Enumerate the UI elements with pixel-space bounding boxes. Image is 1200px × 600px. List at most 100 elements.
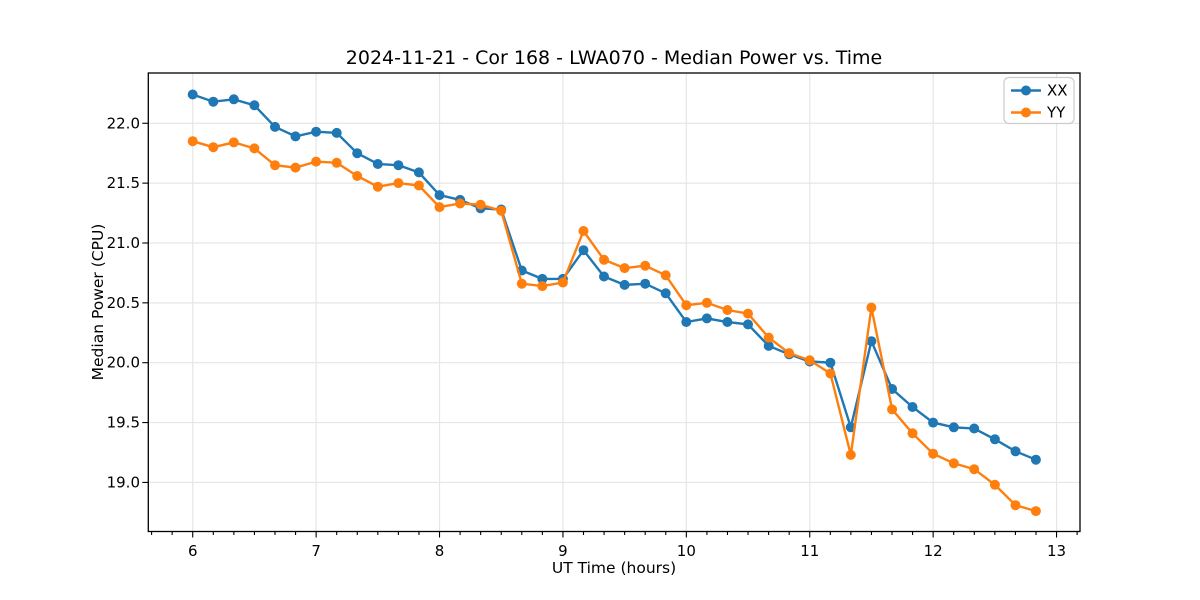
series-XX-marker: [208, 96, 219, 107]
series-YY-marker: [640, 260, 651, 271]
axis-ticks: [142, 122, 1078, 538]
series-YY-marker: [619, 263, 630, 274]
series-YY-marker: [948, 458, 959, 469]
series-YY-marker: [393, 178, 404, 189]
series-XX-marker: [928, 417, 939, 428]
series-XX-marker: [989, 434, 1000, 445]
series-XX-marker: [743, 319, 753, 330]
series-YY-marker: [928, 448, 939, 459]
series-XX-marker: [187, 89, 198, 100]
series-XX-marker: [907, 402, 918, 412]
series-XX-marker: [619, 279, 630, 290]
series-YY-marker: [352, 171, 363, 181]
series-YY-marker: [578, 226, 589, 236]
series-XX-marker: [311, 126, 322, 137]
series-XX-marker: [270, 121, 280, 132]
series-YY-marker: [208, 142, 219, 153]
series-YY-marker: [989, 479, 1000, 490]
series-YY-marker: [804, 355, 815, 366]
y-tick-label: 19.0: [107, 473, 140, 491]
y-tick-label: 20.5: [107, 294, 140, 312]
legend-label: XX: [1047, 82, 1068, 100]
series-YY-marker: [969, 464, 980, 475]
series-XX-marker: [969, 423, 980, 434]
series-XX-marker: [331, 127, 342, 138]
series-XX-marker: [722, 317, 733, 327]
series-XX-marker: [866, 336, 877, 347]
series-XX-marker: [1010, 446, 1021, 457]
x-tick-label: 13: [1047, 542, 1066, 560]
x-tick-label: 12: [924, 542, 943, 560]
series-XX-marker: [948, 422, 959, 433]
series-YY-marker: [311, 156, 322, 167]
series-YY-marker: [496, 205, 507, 216]
series-YY-marker: [434, 202, 445, 213]
series-YY-marker: [537, 281, 548, 292]
x-axis-label: UT Time (hours): [551, 559, 677, 577]
series-YY-marker: [660, 270, 671, 281]
legend-sample-marker: [1021, 107, 1031, 118]
series-YY-marker: [599, 254, 609, 265]
series-YY-marker: [331, 157, 342, 168]
x-tick-label: 10: [677, 542, 696, 560]
series-YY-marker: [743, 308, 753, 319]
series-YY-marker: [290, 162, 301, 173]
legend-label: YY: [1046, 104, 1066, 122]
y-tick-label: 19.5: [107, 414, 140, 432]
grid: [148, 73, 1080, 532]
series-XX-marker: [434, 190, 445, 201]
series-XX-marker: [763, 340, 774, 351]
series-YY-marker: [270, 160, 280, 171]
series-YY-marker: [1030, 506, 1041, 517]
x-tick-label: 11: [800, 542, 819, 560]
legend-sample-marker: [1021, 85, 1031, 96]
series-XX-marker: [578, 245, 589, 256]
series-XX-marker: [393, 160, 404, 171]
series-YY-marker: [887, 404, 898, 415]
spines: [147, 72, 1081, 533]
series-YY-marker: [372, 181, 383, 192]
series-YY-line: [192, 140, 1037, 513]
series-XX-marker: [599, 271, 609, 282]
chart-title: 2024-11-21 - Cor 168 - LWA070 - Median P…: [345, 47, 883, 69]
series-YY-marker: [681, 300, 692, 311]
series-XX-marker: [681, 317, 692, 327]
tick-labels: 6 7 8 9 10 11 12 13 19.0 19.5 20.0 20.5 21.0 21.5 22.0: [107, 114, 1067, 560]
series-XX-marker: [290, 131, 301, 142]
legend: XX YY: [1003, 76, 1075, 125]
series-YY-marker: [763, 332, 774, 343]
series-YY-marker: [784, 348, 795, 359]
series-XX-marker: [352, 148, 363, 159]
series-YY-marker: [249, 143, 260, 154]
y-tick-label: 20.0: [107, 354, 140, 372]
series-XX-marker: [701, 313, 712, 324]
series-XX-marker: [640, 278, 651, 289]
y-tick-label: 22.0: [107, 114, 140, 132]
series-YY-marker: [413, 180, 424, 191]
series-YY-marker: [557, 277, 568, 288]
series-XX-marker: [660, 288, 671, 299]
x-tick-label: 7: [311, 542, 321, 560]
series-YY-marker: [475, 199, 486, 210]
series-YY-marker: [187, 136, 198, 147]
series-YY-marker: [866, 302, 877, 313]
series-YY: [187, 136, 1041, 517]
series-XX-marker: [249, 100, 260, 111]
x-tick-label: 9: [558, 542, 568, 560]
series-XX-marker: [228, 94, 239, 105]
series-XX-marker: [537, 273, 548, 284]
series-YY-marker: [516, 278, 527, 289]
series-XX-marker: [1030, 454, 1041, 465]
series-XX-marker: [413, 167, 424, 178]
series-YY-marker: [722, 305, 733, 315]
series-YY-marker: [825, 368, 836, 379]
x-tick-label: 8: [435, 542, 445, 560]
series-YY-marker: [1010, 500, 1021, 511]
y-tick-label: 21.0: [107, 234, 140, 252]
series-YY-marker: [845, 449, 856, 460]
y-tick-label: 21.5: [107, 174, 140, 192]
x-tick-label: 6: [188, 542, 198, 560]
series-XX-marker: [372, 159, 383, 169]
